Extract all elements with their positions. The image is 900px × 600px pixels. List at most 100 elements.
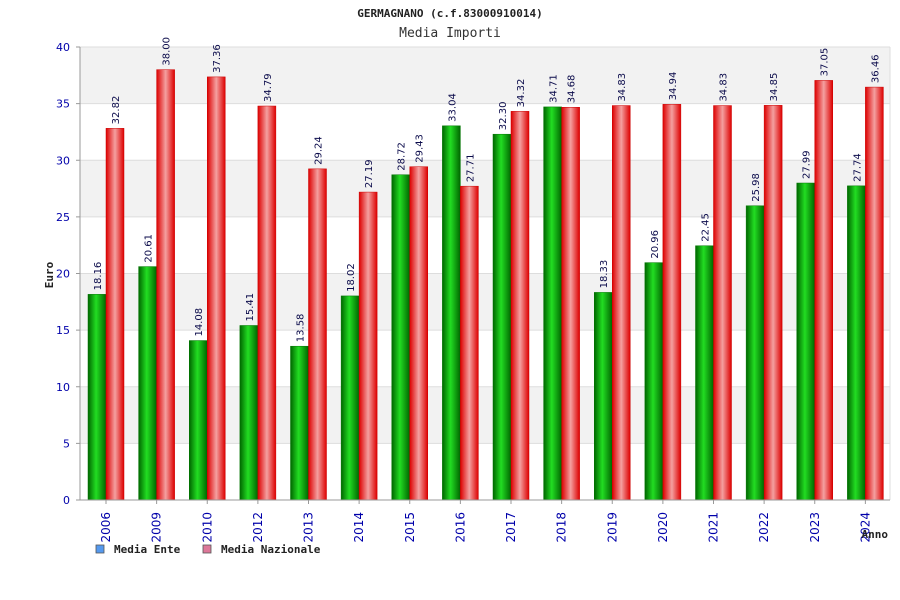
value-label-media-nazionale-2020: 34.94 — [668, 72, 679, 101]
value-labels: 18.16 32.82 20.61 38.00 14.08 37.36 15.41 34.79… — [93, 37, 881, 342]
bar-media-nazionale-2021 — [713, 105, 732, 501]
y-tick-label: 5 — [63, 437, 70, 450]
bar-media-nazionale-2009 — [156, 69, 175, 501]
x-tick-label-2012: 2012 — [251, 512, 265, 543]
bars — [87, 69, 884, 501]
x-tick-label-2017: 2017 — [504, 512, 518, 543]
bar-media-nazionale-2017 — [510, 111, 530, 501]
value-label-media-ente-2015: 28.72 — [397, 142, 408, 171]
x-tick-label-2009: 2009 — [150, 512, 164, 543]
y-axis-label: Euro — [43, 261, 56, 288]
bar-media-nazionale-2010 — [207, 76, 226, 501]
value-label-media-nazionale-2024: 36.46 — [870, 54, 881, 83]
x-tick-label-2020: 2020 — [656, 512, 670, 543]
legend-swatch-media-ente — [95, 544, 105, 554]
x-tick-label-2021: 2021 — [707, 512, 721, 543]
bar-media-nazionale-2018 — [561, 106, 580, 501]
chart-subtitle: Media Importi — [399, 26, 501, 41]
y-tick-label: 30 — [56, 154, 70, 167]
value-label-media-ente-2012: 15.41 — [245, 293, 256, 322]
bar-media-ente-2020 — [644, 262, 664, 501]
value-label-media-ente-2020: 20.96 — [650, 230, 661, 259]
value-label-media-nazionale-2009: 38.00 — [162, 37, 173, 66]
x-tick-label-2016: 2016 — [453, 512, 467, 543]
bar-media-nazionale-2019 — [612, 105, 631, 501]
bar-media-ente-2022 — [745, 205, 765, 501]
bar-media-ente-2021 — [695, 245, 714, 501]
bar-media-ente-2010 — [189, 340, 208, 501]
bar-media-ente-2016 — [442, 125, 461, 501]
bar-media-ente-2023 — [796, 182, 815, 501]
value-label-media-ente-2006: 18.16 — [93, 262, 104, 291]
bar-media-nazionale-2014 — [358, 191, 378, 501]
bar-media-ente-2017 — [492, 133, 512, 501]
value-label-media-nazionale-2012: 34.79 — [263, 73, 274, 102]
value-label-media-nazionale-2013: 29.24 — [314, 136, 325, 165]
legend-label-media-nazionale: Media Nazionale — [221, 543, 321, 556]
value-label-media-nazionale-2006: 32.82 — [111, 96, 122, 125]
legend-swatch-media-nazionale — [202, 544, 212, 554]
bar-media-nazionale-2024 — [865, 86, 884, 501]
y-tick-label: 40 — [56, 41, 70, 54]
x-tick-label-2014: 2014 — [352, 512, 366, 543]
value-label-media-nazionale-2022: 34.85 — [769, 73, 780, 102]
value-label-media-nazionale-2016: 27.71 — [465, 154, 476, 183]
value-label-media-ente-2024: 27.74 — [852, 153, 863, 182]
x-tick-label-2010: 2010 — [200, 512, 214, 543]
y-tick-label: 25 — [56, 211, 70, 224]
value-label-media-ente-2014: 18.02 — [346, 263, 357, 292]
bar-media-ente-2012 — [239, 325, 259, 501]
bar-media-ente-2014 — [340, 295, 360, 501]
bar-media-nazionale-2012 — [257, 105, 277, 501]
x-tick-label-2006: 2006 — [99, 512, 113, 543]
legend-label-media-ente: Media Ente — [114, 543, 181, 556]
value-label-media-nazionale-2014: 27.19 — [364, 159, 375, 188]
value-label-media-nazionale-2015: 29.43 — [415, 134, 426, 163]
bar-media-nazionale-2020 — [662, 104, 682, 501]
x-tick-label-2022: 2022 — [757, 512, 771, 543]
bar-media-ente-2009 — [138, 266, 157, 501]
value-label-media-ente-2013: 13.58 — [296, 314, 307, 343]
value-label-media-nazionale-2010: 37.36 — [212, 44, 223, 73]
bar-media-nazionale-2015 — [409, 166, 428, 501]
value-label-media-nazionale-2019: 34.83 — [617, 73, 628, 102]
y-tick-label: 10 — [56, 381, 70, 394]
value-label-media-ente-2023: 27.99 — [802, 150, 813, 179]
x-tick-label-2015: 2015 — [403, 512, 417, 543]
y-tick-label: 15 — [56, 324, 70, 337]
bar-media-nazionale-2023 — [814, 80, 833, 501]
x-axis-label: Anno — [862, 528, 889, 541]
y-axis-ticks: 0 5 10 15 20 25 30 35 40 — [56, 41, 80, 507]
bar-media-nazionale-2016 — [460, 185, 479, 501]
bar-media-ente-2019 — [594, 292, 613, 501]
value-label-media-ente-2022: 25.98 — [751, 173, 762, 202]
x-tick-label-2013: 2013 — [302, 512, 316, 543]
value-label-media-nazionale-2021: 34.83 — [719, 73, 730, 102]
value-label-media-ente-2009: 20.61 — [144, 234, 155, 263]
value-label-media-ente-2017: 32.30 — [498, 102, 509, 131]
y-tick-label: 20 — [56, 268, 70, 281]
y-tick-label: 35 — [56, 98, 70, 111]
bar-media-ente-2013 — [290, 345, 309, 501]
legend: Media Ente Media Nazionale — [95, 543, 321, 556]
chart-title: GERMAGNANO (c.f.83000910014) — [357, 7, 542, 20]
bar-media-nazionale-2013 — [308, 168, 327, 501]
value-label-media-nazionale-2018: 34.68 — [567, 75, 578, 104]
bar-media-ente-2006 — [87, 294, 107, 501]
value-label-media-ente-2021: 22.45 — [701, 213, 712, 242]
bar-media-nazionale-2022 — [763, 105, 783, 501]
x-tick-label-2024: 2024 — [858, 512, 872, 543]
x-axis-ticks: 2006 2009 2010 2012 2013 2014 2015 2016 2017 2018… — [99, 500, 872, 543]
value-label-media-ente-2019: 18.33 — [599, 260, 610, 289]
bar-media-ente-2015 — [391, 174, 410, 501]
bar-media-ente-2024 — [847, 185, 866, 501]
value-label-media-nazionale-2023: 37.05 — [820, 48, 831, 77]
bar-media-ente-2018 — [543, 106, 562, 501]
value-label-media-ente-2016: 33.04 — [447, 93, 458, 122]
y-tick-label: 0 — [63, 494, 70, 507]
value-label-media-nazionale-2017: 34.32 — [516, 79, 527, 108]
value-label-media-ente-2018: 34.71 — [549, 74, 560, 103]
x-tick-label-2019: 2019 — [605, 512, 619, 543]
x-tick-label-2018: 2018 — [555, 512, 569, 543]
